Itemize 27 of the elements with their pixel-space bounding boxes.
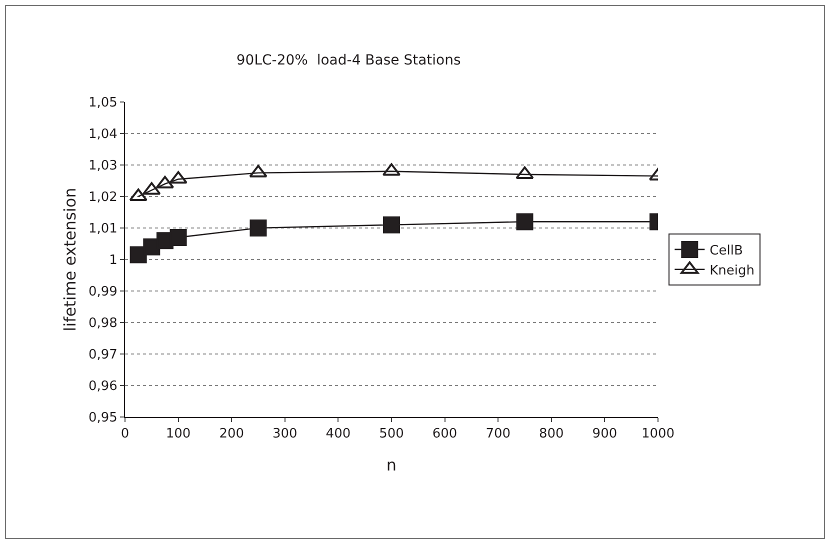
y-tick-label: 1,05 <box>88 96 118 111</box>
x-tick-label: 0 <box>120 426 130 442</box>
legend-label: CellB <box>710 244 743 259</box>
y-tick-label: 1,04 <box>88 127 118 142</box>
x-tick-label: 1000 <box>641 426 675 442</box>
y-tick-label: 0,98 <box>88 316 118 332</box>
x-tick-label: 400 <box>326 426 351 442</box>
x-tick-label: 900 <box>592 426 618 442</box>
y-axis-title: lifetime extension <box>60 188 80 332</box>
x-tick-label: 600 <box>432 426 458 442</box>
x-tick-label: 500 <box>379 426 404 442</box>
y-tick-label: 0,95 <box>88 410 118 426</box>
x-tick-label: 700 <box>486 426 511 442</box>
y-tick-label: 0,99 <box>88 284 118 300</box>
y-tick-label: 1,03 <box>88 158 118 174</box>
y-tick-label: 1 <box>109 253 118 268</box>
x-tick-label: 300 <box>272 426 298 442</box>
x-tick-label: 800 <box>538 426 564 442</box>
x-tick-label: 200 <box>219 426 244 442</box>
y-tick-label: 1,02 <box>88 190 118 206</box>
x-axis-title: n <box>386 455 397 474</box>
legend-label: Kneigh <box>710 263 755 278</box>
y-tick-label: 0,96 <box>88 379 118 394</box>
x-tick-label: 100 <box>166 426 191 442</box>
y-tick-label: 0,97 <box>88 348 118 363</box>
y-tick-label: 1,01 <box>88 222 118 237</box>
chart-title: 90LC-20% load-4 Base Stations <box>236 52 461 69</box>
